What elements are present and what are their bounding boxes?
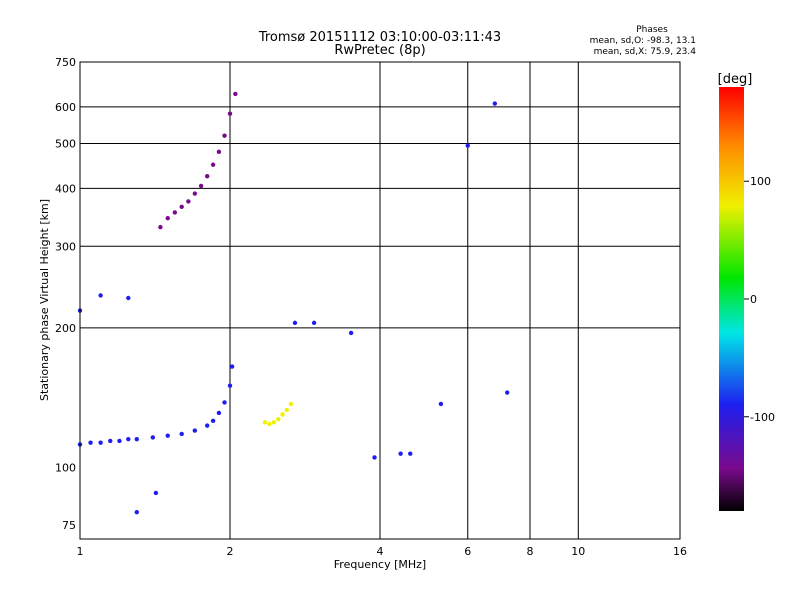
- echo-point: [98, 293, 103, 298]
- echo-point: [222, 133, 227, 138]
- y-tick-label: 600: [55, 101, 76, 114]
- echo-point: [288, 401, 294, 407]
- echo-point: [158, 224, 163, 230]
- echo-point: [210, 418, 216, 423]
- plot-frame: [79, 61, 681, 540]
- chart-title: Tromsø 20151112 03:10:00-03:11:43: [258, 30, 501, 45]
- x-tick-label: 8: [527, 545, 534, 558]
- colorbar-ticks: -100 0 100: [744, 175, 775, 424]
- echo-point: [216, 149, 222, 154]
- echo-point: [210, 162, 216, 167]
- echo-point: [186, 199, 191, 204]
- y-tick-label: 200: [55, 322, 76, 335]
- x-tick-labels: 1 2 4 6 8 10 16: [77, 545, 688, 558]
- y-tick-label: 400: [55, 182, 76, 195]
- chart-subtitle: RwPretec (8p): [334, 43, 425, 58]
- x-tick-label: 6: [464, 545, 471, 558]
- echo-point: [172, 210, 178, 215]
- colorbar-tick-label: 100: [750, 175, 771, 188]
- y-tick-labels: 75 100 200 300 400 500 600 750: [55, 56, 76, 532]
- echo-point: [271, 420, 277, 425]
- echo-point: [117, 438, 122, 444]
- y-tick-label: 300: [55, 240, 76, 253]
- echo-point: [229, 364, 235, 369]
- stats-heading: Phases: [636, 25, 668, 35]
- echo-point: [227, 111, 233, 116]
- echo-point: [150, 435, 156, 440]
- echo-point: [504, 390, 510, 395]
- echo-point: [398, 451, 403, 456]
- echo-point: [153, 490, 159, 496]
- echo-point: [216, 410, 222, 416]
- echo-point: [438, 401, 444, 407]
- colorbar-tick-label: 0: [750, 293, 757, 306]
- echo-point: [134, 509, 139, 515]
- y-tick-label: 75: [62, 519, 76, 532]
- echo-point: [292, 320, 298, 326]
- echo-point: [372, 455, 377, 460]
- echo-point: [222, 400, 227, 405]
- stats-line-o: mean, sd,O: -98.3, 13.1: [590, 36, 696, 46]
- x-tick-label: 16: [673, 545, 687, 558]
- echo-point: [192, 191, 198, 196]
- echo-point: [165, 215, 170, 221]
- colorbar-label: [deg]: [718, 72, 753, 87]
- echo-point: [204, 423, 210, 428]
- echo-point: [408, 451, 413, 456]
- x-tick-label: 10: [571, 545, 585, 558]
- x-tick-label: 2: [227, 545, 234, 558]
- y-tick-label: 500: [55, 138, 76, 151]
- echo-point: [88, 440, 93, 445]
- echo-point: [492, 101, 498, 106]
- echo-point: [126, 436, 131, 442]
- echo-point: [126, 295, 131, 301]
- x-axis-label: Frequency [MHz]: [334, 558, 426, 571]
- echo-point: [108, 438, 113, 444]
- echo-point: [465, 143, 470, 148]
- echo-point: [284, 407, 289, 413]
- echo-point: [348, 330, 354, 336]
- colorbar: [719, 87, 744, 511]
- echo-point: [227, 383, 233, 388]
- echo-point: [262, 420, 268, 425]
- x-tick-label: 4: [377, 545, 384, 558]
- echo-point: [179, 204, 184, 210]
- echo-point: [204, 174, 210, 179]
- echo-point: [276, 416, 281, 422]
- echo-point: [233, 91, 238, 97]
- echo-point: [98, 440, 103, 445]
- data-points: [77, 91, 510, 515]
- grid: [80, 62, 680, 539]
- y-axis-label: Stationary phase Virtual Height [km]: [38, 199, 51, 401]
- echo-point: [267, 421, 272, 427]
- echo-point: [192, 428, 198, 433]
- colorbar-tick-label: -100: [750, 411, 775, 424]
- echo-point: [165, 433, 170, 438]
- y-tick-label: 100: [55, 461, 76, 474]
- y-tick-label: 750: [55, 56, 76, 69]
- echo-point: [179, 431, 184, 437]
- stats-line-x: mean, sd,X: 75.9, 23.4: [594, 47, 697, 57]
- echo-point: [280, 412, 285, 417]
- echo-point: [198, 183, 204, 189]
- echo-point: [134, 436, 139, 442]
- x-tick-label: 1: [77, 545, 84, 558]
- echo-point: [311, 320, 317, 326]
